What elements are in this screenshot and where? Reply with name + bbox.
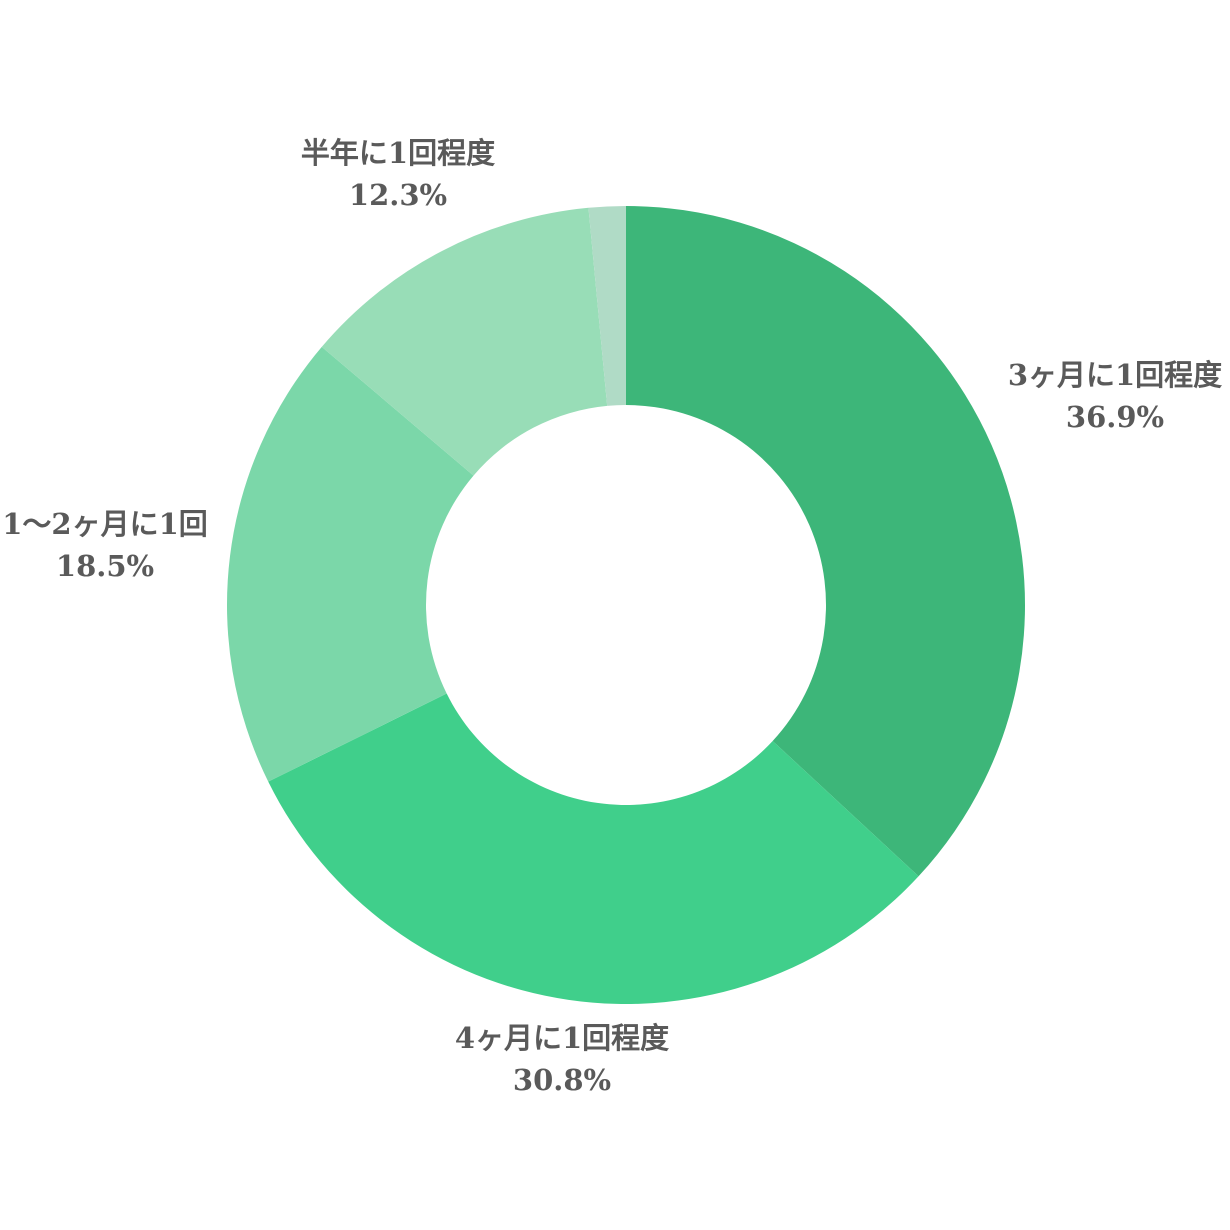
slice-label-name-2: 1〜2ヶ月に1回 bbox=[2, 507, 208, 541]
slice-label-name-3: 半年に1回程度 bbox=[301, 136, 495, 170]
donut-labels: 3ヶ月に1回程度 36.9% 4ヶ月に1回程度 30.8% 1〜2ヶ月に1回 18.5% 半… bbox=[2, 136, 1222, 1097]
donut-slices bbox=[226, 206, 1025, 1004]
slice-label-value-0: 36.9% bbox=[1066, 400, 1164, 434]
donut-slice-0 bbox=[626, 206, 1025, 877]
slice-label-name-0: 3ヶ月に1回程度 bbox=[1008, 358, 1222, 392]
donut-slice-1 bbox=[268, 693, 919, 1004]
donut-slice-4 bbox=[588, 206, 626, 406]
slice-label-name-1: 4ヶ月に1回程度 bbox=[455, 1021, 669, 1055]
slice-label-value-1: 30.8% bbox=[513, 1063, 611, 1097]
slice-label-value-2: 18.5% bbox=[56, 549, 154, 583]
donut-slice-3 bbox=[321, 207, 608, 476]
slice-label-value-3: 12.3% bbox=[349, 178, 447, 212]
donut-slice-2 bbox=[226, 346, 474, 782]
